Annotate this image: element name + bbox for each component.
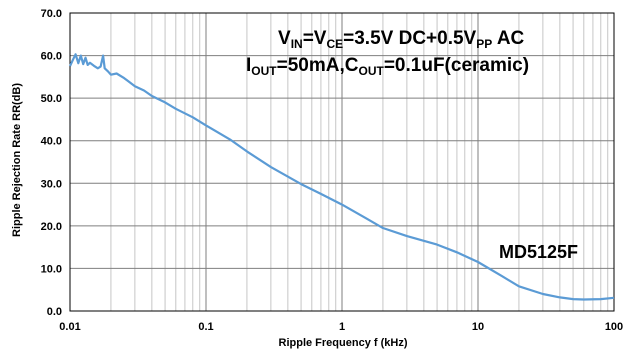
y-tick-label: 10.0	[41, 263, 62, 275]
x-tick-label: 10	[472, 321, 484, 333]
y-tick-label: 70.0	[41, 8, 62, 20]
x-tick-label: 0.01	[59, 321, 80, 333]
x-tick-label: 0.1	[198, 321, 213, 333]
y-axis-title: Ripple Rejection Rate RR(dB)	[11, 83, 23, 237]
y-tick-label: 60.0	[41, 51, 62, 63]
series-line-ripple-rejection	[68, 53, 615, 301]
condition-annotation-line1: VIN=VCE=3.5V DC+0.5VPP AC	[278, 28, 525, 51]
x-axis-title: Ripple Frequency f (kHz)	[279, 337, 408, 349]
x-tick-label: 100	[605, 321, 623, 333]
x-axis-ticks: 0.01 0.1 1 10 100	[59, 321, 623, 333]
y-tick-label: 40.0	[41, 136, 62, 148]
y-tick-label: 50.0	[41, 93, 62, 105]
plot-area-frame	[69, 12, 615, 312]
x-tick-label: 1	[339, 321, 345, 333]
y-axis-ticks: 0.0 10.0 20.0 30.0 40.0 50.0 60.0 70.0	[41, 8, 62, 318]
model-annotation: MD5125F	[499, 242, 578, 262]
grid-lines	[69, 13, 614, 311]
condition-annotation-line2: IOUT=50mA,COUT=0.1uF(ceramic)	[246, 55, 529, 78]
y-tick-label: 0.0	[47, 306, 62, 318]
y-tick-label: 30.0	[41, 178, 62, 190]
y-tick-label: 20.0	[41, 221, 62, 233]
